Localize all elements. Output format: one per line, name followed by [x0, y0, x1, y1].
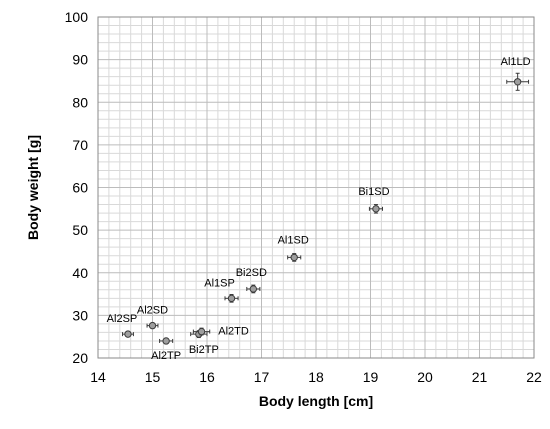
- data-point-al2sp: [122, 330, 134, 338]
- point-label-bi1sd: Bi1SD: [358, 186, 389, 198]
- x-tick-label: 18: [308, 369, 324, 385]
- scatter-marker: [148, 321, 157, 330]
- scatter-marker: [197, 327, 206, 336]
- data-points: [122, 72, 530, 345]
- data-point-al2td: [192, 327, 211, 336]
- data-point-al2tp: [159, 337, 174, 345]
- y-tick-label: 30: [72, 307, 88, 323]
- x-tick-label: 14: [90, 369, 106, 385]
- y-tick-label: 80: [72, 94, 88, 110]
- y-tick-label: 20: [72, 350, 88, 366]
- point-label-al2tp: Al2TP: [151, 350, 181, 362]
- point-label-bi2tp: Bi2TP: [189, 344, 219, 356]
- x-tick-label: 20: [417, 369, 433, 385]
- x-axis-title: Body length [cm]: [259, 393, 373, 409]
- scatter-marker: [249, 285, 258, 293]
- x-axis-tick-labels: 14 15 16 17 18 19 20 21 22: [90, 369, 542, 385]
- x-tick-label: 19: [363, 369, 379, 385]
- x-tick-label: 15: [145, 369, 161, 385]
- y-tick-label: 40: [72, 265, 88, 281]
- x-tick-label: 22: [526, 369, 542, 385]
- data-point-bi1sd: [368, 204, 383, 214]
- y-axis-tick-labels: 20 30 40 50 60 70 80 90 100: [65, 9, 89, 366]
- data-point-al2sd: [146, 321, 159, 330]
- point-label-al2td: Al2TD: [218, 326, 249, 338]
- y-tick-label: 50: [72, 222, 88, 238]
- scatter-marker: [124, 330, 132, 338]
- x-tick-label: 17: [254, 369, 270, 385]
- data-point-al1sp: [224, 293, 239, 303]
- data-point-al1sd: [287, 253, 302, 262]
- point-label-al1ld: Al1LD: [501, 56, 531, 68]
- scatter-marker: [162, 337, 170, 345]
- y-tick-label: 90: [72, 52, 88, 68]
- y-tick-label: 60: [72, 180, 88, 196]
- y-axis-title: Body weight [g]: [25, 135, 41, 240]
- scatter-marker: [290, 253, 298, 262]
- scatter-marker: [513, 78, 522, 86]
- point-label-al2sp: Al2SP: [107, 313, 138, 325]
- plot-area-frame: [97, 16, 535, 359]
- data-point-al1ld: [506, 72, 530, 91]
- point-label-bi2sd: Bi2SD: [236, 267, 267, 279]
- point-label-al2sd: Al2SD: [137, 305, 168, 317]
- point-label-al1sd: Al1SD: [278, 234, 309, 246]
- y-tick-label: 100: [65, 9, 89, 25]
- x-tick-label: 21: [472, 369, 488, 385]
- scatter-marker: [227, 294, 236, 303]
- x-tick-label: 16: [199, 369, 215, 385]
- y-tick-label: 70: [72, 137, 88, 153]
- point-label-al1sp: Al1SP: [204, 277, 235, 289]
- scatter-marker: [372, 205, 380, 213]
- data-point-bi2sd: [246, 284, 261, 294]
